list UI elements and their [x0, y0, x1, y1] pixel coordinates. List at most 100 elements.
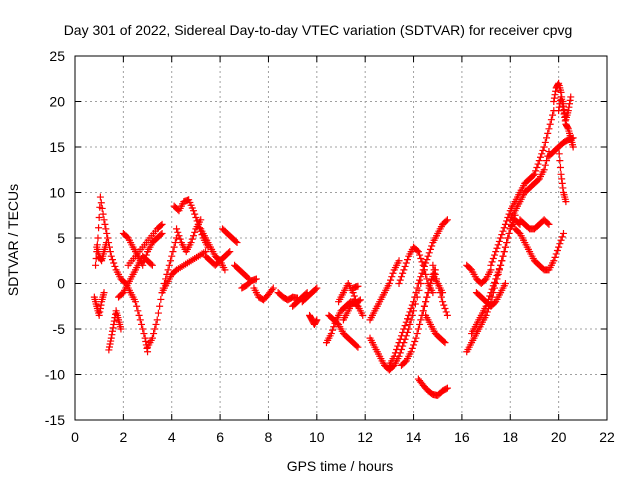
data-point: [440, 301, 448, 309]
data-point: [399, 328, 407, 336]
data-point: [558, 233, 566, 241]
data-point: [150, 330, 158, 338]
data-point: [559, 229, 567, 237]
data-point: [441, 339, 449, 347]
data-point: [414, 280, 422, 287]
grid-lines: [75, 56, 607, 420]
data-point: [439, 298, 447, 306]
series-arc-25: [339, 298, 367, 324]
data-point: [501, 220, 509, 228]
data-point: [108, 331, 116, 339]
data-point: [327, 330, 335, 338]
data-point: [105, 346, 113, 354]
data-point: [110, 320, 118, 328]
data-point: [541, 161, 549, 169]
data-point: [107, 252, 115, 260]
data-point: [423, 293, 431, 301]
data-point: [138, 320, 145, 328]
data-point: [153, 316, 161, 324]
data-point: [564, 107, 572, 115]
data-point: [389, 269, 397, 277]
data-point: [99, 210, 107, 218]
data-point: [92, 261, 100, 269]
series-arc-43: [516, 216, 553, 233]
series-arc-45: [555, 93, 575, 124]
data-point: [188, 235, 196, 243]
series-arc-17: [250, 284, 277, 304]
data-point: [497, 234, 505, 242]
series-arc-38: [463, 261, 495, 287]
data-point: [501, 280, 509, 287]
data-point: [397, 273, 405, 281]
data-point: [489, 254, 497, 262]
data-point: [559, 102, 567, 110]
data-point: [111, 262, 119, 270]
data-point: [226, 248, 234, 256]
data-point: [433, 275, 441, 283]
data-point: [395, 280, 403, 287]
series-arc-29: [385, 216, 451, 369]
data-point: [425, 249, 433, 257]
data-point: [426, 245, 434, 253]
data-point: [545, 220, 553, 228]
data-point: [107, 337, 115, 345]
data-point: [411, 338, 419, 346]
data-point: [407, 305, 415, 313]
data-point: [532, 167, 540, 175]
data-point: [102, 225, 110, 233]
y-tick-label: 5: [57, 230, 65, 246]
data-point: [534, 160, 542, 168]
data-point: [105, 343, 113, 351]
data-point: [165, 261, 173, 269]
data-point: [408, 344, 416, 352]
data-point: [391, 349, 399, 357]
data-point: [546, 120, 554, 128]
data-point: [552, 87, 560, 95]
data-point: [487, 289, 495, 297]
data-point: [547, 116, 555, 124]
data-point: [167, 257, 175, 265]
data-point: [416, 276, 424, 284]
data-point: [533, 163, 541, 171]
data-point: [557, 170, 565, 178]
data-point: [551, 91, 559, 99]
data-point: [436, 289, 444, 297]
data-point: [552, 250, 560, 258]
data-point: [428, 242, 436, 250]
data-point: [555, 103, 563, 111]
data-point: [417, 316, 425, 324]
data-point: [168, 252, 176, 260]
y-tick-label: 20: [49, 94, 65, 110]
data-point: [408, 301, 416, 309]
data-point: [541, 138, 549, 146]
x-tick-label: 8: [265, 429, 273, 445]
data-point: [412, 289, 420, 297]
data-point: [97, 301, 105, 309]
data-point: [495, 265, 503, 273]
series-arc-12: [197, 225, 229, 274]
data-point: [401, 322, 409, 330]
series-arc-47: [555, 143, 570, 206]
data-point: [488, 285, 496, 293]
data-point: [359, 311, 367, 319]
data-point: [486, 292, 494, 300]
data-point: [443, 384, 451, 392]
series-arc-20: [298, 284, 321, 306]
data-point: [136, 316, 144, 324]
data-point: [553, 247, 561, 255]
data-point: [174, 228, 182, 236]
data-point: [551, 253, 559, 261]
data-point: [529, 171, 537, 179]
data-point: [431, 270, 439, 278]
series-arc-15: [231, 261, 253, 283]
data-point: [417, 273, 425, 281]
data-point: [557, 236, 565, 244]
data-point: [407, 316, 415, 324]
x-tick-label: 14: [406, 429, 422, 445]
data-point: [493, 272, 501, 280]
data-point: [395, 339, 403, 347]
data-point: [400, 266, 408, 274]
data-point: [96, 193, 104, 201]
series-arc-18: [274, 289, 301, 304]
series-arc-27: [366, 257, 403, 324]
